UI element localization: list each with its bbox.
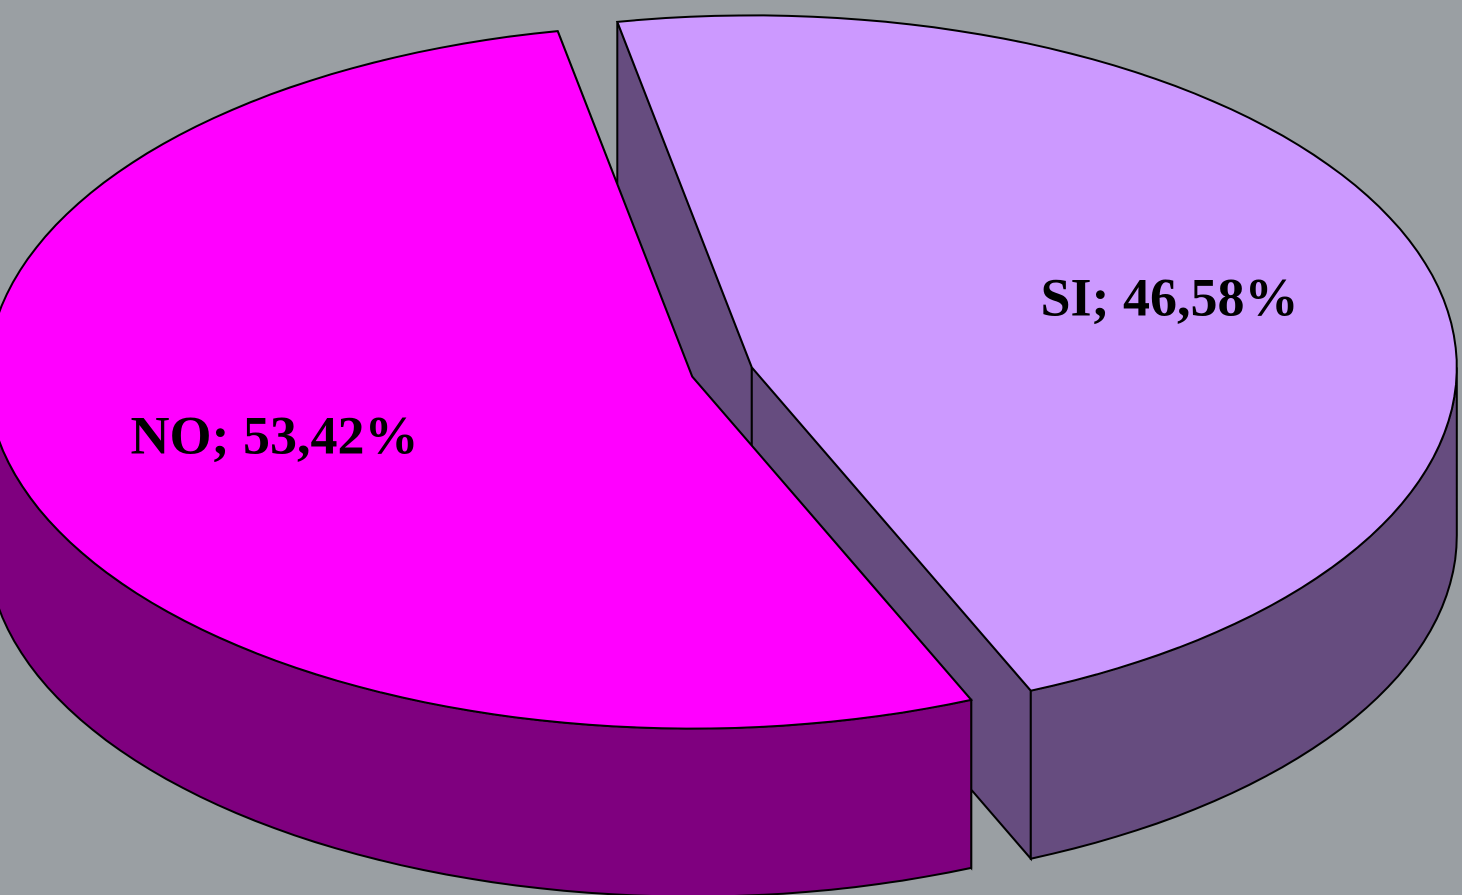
pie-tops (0, 14, 1458, 730)
data-label: NO; 53,42% (131, 405, 419, 465)
slice (0, 30, 974, 730)
data-labels: SI; 46,58% NO; 53,42% (131, 267, 1299, 465)
data-label: SI; 46,58% (1040, 267, 1298, 327)
slice (615, 14, 1458, 692)
